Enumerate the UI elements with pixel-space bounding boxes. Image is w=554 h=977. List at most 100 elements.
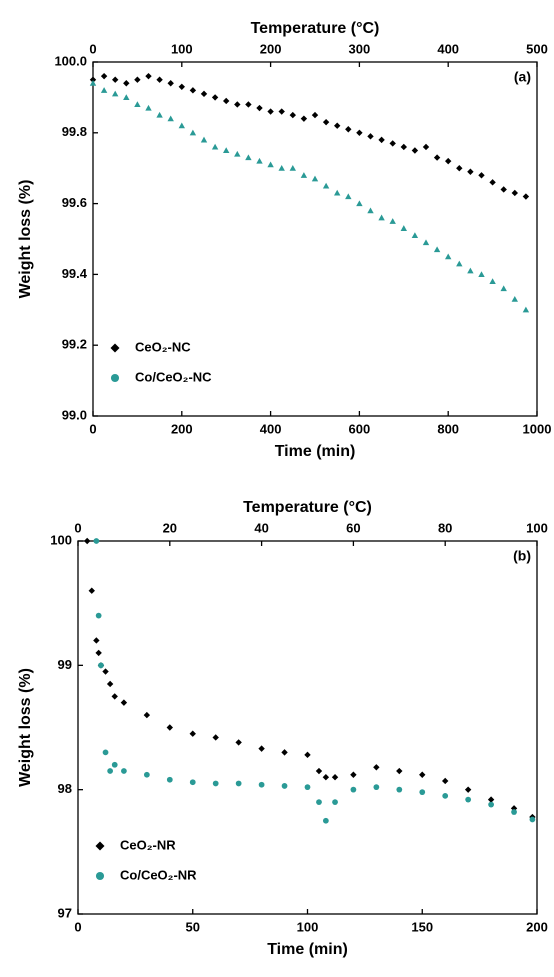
- point: [200, 136, 208, 143]
- y-tick-label: 99.2: [62, 337, 87, 352]
- y-tick-label: 99.0: [62, 407, 87, 422]
- point: [487, 796, 495, 803]
- point: [200, 90, 208, 98]
- point: [442, 793, 449, 799]
- point: [322, 182, 330, 189]
- point: [422, 143, 430, 151]
- x2-tick-label: 40: [254, 520, 268, 535]
- point: [267, 161, 274, 168]
- point: [315, 767, 323, 775]
- point: [112, 76, 119, 83]
- plot-frame: [77, 540, 538, 915]
- point: [245, 154, 252, 161]
- y-tick-label: 100: [50, 532, 72, 547]
- point: [93, 637, 100, 644]
- point: [396, 767, 403, 775]
- point: [378, 214, 385, 221]
- point: [289, 165, 296, 171]
- point: [322, 774, 330, 781]
- point: [281, 749, 288, 756]
- point: [281, 783, 288, 789]
- point: [156, 76, 163, 83]
- panel-label: (a): [514, 69, 531, 85]
- point: [311, 111, 319, 119]
- point: [467, 267, 474, 274]
- point: [373, 764, 380, 771]
- point: [223, 97, 230, 105]
- y-tick-label: 99.8: [62, 124, 87, 139]
- point: [123, 94, 130, 100]
- point: [500, 186, 507, 193]
- point: [89, 76, 97, 83]
- point: [445, 253, 452, 260]
- point: [400, 143, 407, 151]
- x-tick-label: 200: [171, 421, 193, 436]
- point: [256, 157, 263, 164]
- point: [389, 140, 396, 147]
- point: [350, 771, 357, 778]
- point: [411, 232, 419, 239]
- point: [278, 108, 285, 115]
- point: [289, 111, 296, 119]
- x2-tick-label: 400: [437, 41, 459, 56]
- legend-label: CeO₂-NR: [120, 837, 176, 852]
- point: [95, 649, 102, 657]
- x2-tick-label: 0: [89, 41, 96, 56]
- point: [120, 699, 128, 706]
- point: [98, 662, 104, 669]
- point: [123, 80, 130, 87]
- point: [345, 126, 352, 133]
- point: [100, 87, 108, 93]
- point: [106, 680, 114, 688]
- point: [121, 768, 127, 774]
- legend-marker: [110, 373, 120, 383]
- point: [422, 239, 430, 246]
- point: [300, 115, 308, 122]
- x2-tick-label: 0: [74, 520, 81, 535]
- y-tick-label: 99.4: [62, 266, 88, 281]
- point: [350, 786, 357, 793]
- point: [322, 817, 329, 824]
- point: [258, 745, 265, 752]
- point: [419, 789, 426, 796]
- point: [478, 271, 485, 277]
- point: [156, 111, 163, 118]
- point: [278, 165, 285, 171]
- point: [489, 278, 496, 285]
- point: [367, 133, 374, 140]
- point: [489, 179, 496, 186]
- point: [445, 157, 452, 165]
- point: [178, 83, 185, 90]
- point: [511, 809, 517, 815]
- point: [166, 724, 173, 731]
- x-tick-label: 400: [260, 421, 282, 436]
- point: [102, 749, 109, 756]
- x-tick-label: 100: [297, 919, 319, 934]
- y-tick-label: 98: [58, 781, 72, 796]
- y-axis-title: Weight loss (%): [17, 180, 34, 299]
- point: [433, 246, 441, 253]
- x2-tick-label: 500: [526, 41, 548, 56]
- y-tick-label: 99: [58, 657, 72, 672]
- y-tick-label: 100.0: [54, 53, 87, 68]
- point: [322, 118, 330, 126]
- point: [134, 101, 141, 108]
- point: [111, 693, 118, 700]
- x2-tick-label: 20: [163, 520, 177, 535]
- point: [373, 784, 380, 791]
- point: [356, 200, 363, 207]
- point: [522, 306, 530, 313]
- point: [300, 172, 308, 178]
- point: [166, 776, 173, 783]
- point: [304, 751, 311, 759]
- point: [331, 774, 339, 781]
- point: [143, 771, 150, 778]
- point: [332, 799, 338, 805]
- point: [178, 122, 185, 129]
- legend-marker: [95, 841, 105, 851]
- point: [456, 260, 463, 267]
- point: [488, 801, 494, 808]
- point: [93, 538, 100, 544]
- point: [522, 193, 530, 200]
- point: [304, 784, 311, 791]
